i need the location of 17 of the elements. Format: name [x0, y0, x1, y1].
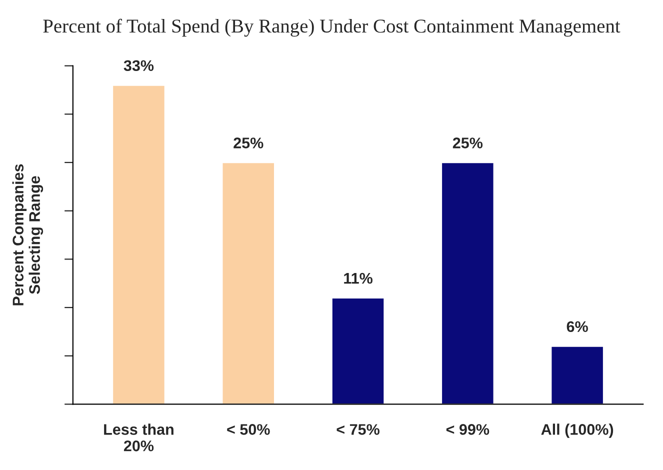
chart-title: Percent of Total Spend (By Range) Under Cost Containment Management [43, 18, 620, 37]
y-axis-title: Percent Companies Selecting Range [12, 164, 44, 306]
data-label: 33% [124, 60, 154, 72]
x-tick-label: < 99% [446, 424, 490, 435]
bar [112, 84, 166, 404]
x-tick-label: All (100%) [541, 424, 614, 438]
data-label: 25% [234, 138, 264, 148]
bar [221, 162, 276, 404]
bar [550, 345, 604, 404]
data-label: 25% [452, 138, 483, 148]
bar [440, 162, 495, 404]
bar [331, 297, 386, 404]
data-label: 6% [566, 321, 588, 332]
data-label: 11% [344, 272, 372, 284]
x-tick-label: Less than 20% [104, 424, 174, 452]
x-tick-label: < 50% [227, 424, 270, 435]
x-tick-label: < 75% [336, 424, 380, 435]
